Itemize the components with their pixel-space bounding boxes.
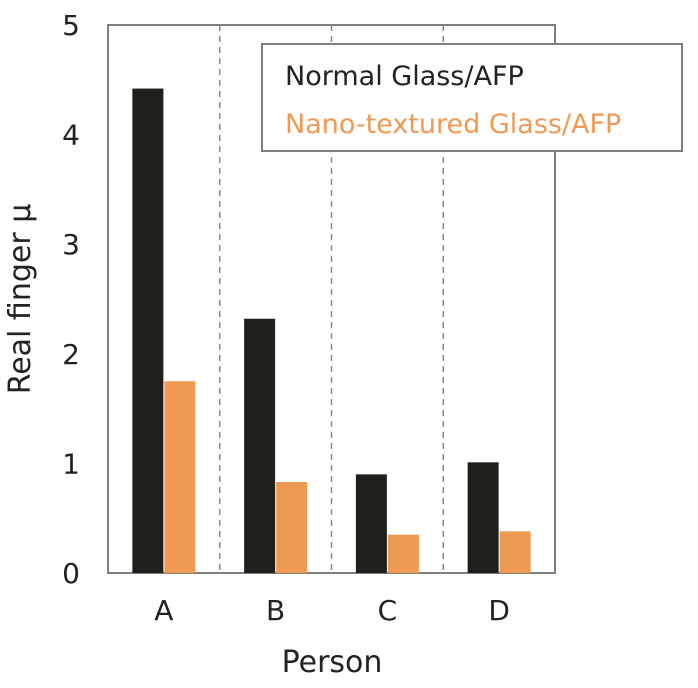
x-tick-label: A (154, 594, 173, 627)
bar-c-series-0 (355, 474, 387, 573)
y-tick-label: 1 (62, 447, 80, 480)
x-tick-label: C (378, 594, 398, 627)
y-tick-label: 4 (62, 119, 80, 152)
y-tick-label: 0 (62, 557, 80, 590)
legend-entry-normal-glass: Normal Glass/AFP (285, 61, 524, 92)
bar-a-series-0 (132, 88, 164, 574)
y-tick-label: 2 (62, 338, 80, 371)
y-tick-label: 3 (62, 228, 80, 261)
y-ticks: 0 1 2 3 4 5 (62, 9, 80, 590)
legend-box (261, 43, 683, 152)
bar-b-series-1 (276, 482, 308, 573)
bar-b-series-0 (244, 318, 276, 573)
y-axis-title: Real finger μ (3, 204, 38, 395)
bar-d-series-1 (499, 531, 531, 573)
bar-a-series-1 (164, 381, 196, 573)
bar-d-series-0 (467, 462, 499, 573)
bars (132, 88, 531, 574)
y-tick-label: 5 (62, 9, 80, 42)
x-ticks: A B C D (154, 594, 510, 627)
legend-entry-nano-textured-glass: Nano-textured Glass/AFP (285, 109, 621, 140)
x-tick-label: D (488, 594, 510, 627)
x-axis-title: Person (282, 645, 383, 680)
bar-c-series-1 (387, 534, 419, 573)
legend: Normal Glass/AFP Nano-textured Glass/AFP (261, 43, 683, 152)
x-tick-label: B (266, 594, 285, 627)
